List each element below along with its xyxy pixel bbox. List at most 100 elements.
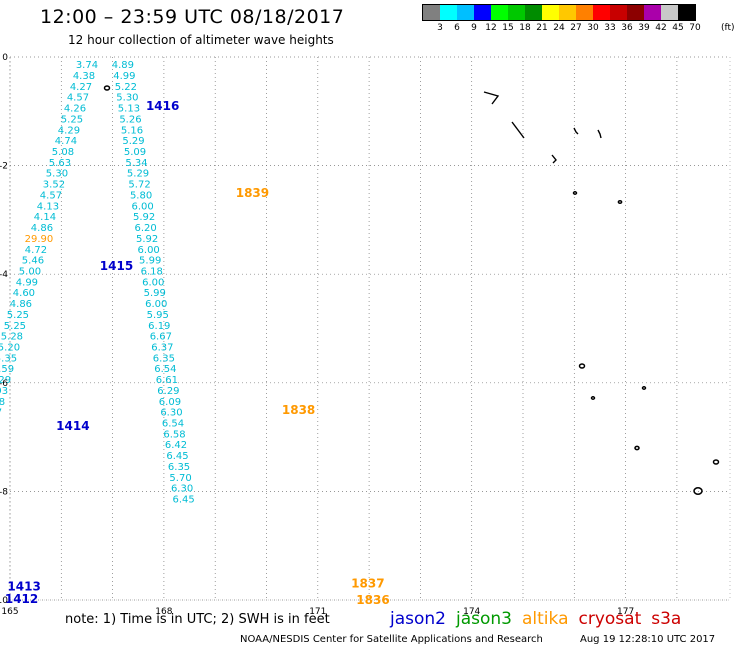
- swh-value: 5.29: [122, 136, 144, 147]
- legend-swatch: [440, 5, 457, 20]
- swh-value: 4.99: [113, 71, 135, 82]
- color-scale-labels: 3 6 9 12 15 18 21 24 27 30 33 36 39 42 45 70: [422, 23, 740, 35]
- swh-value: 5.25: [4, 321, 26, 332]
- swh-value: 5.20: [0, 343, 20, 354]
- swh-value: 6.42: [165, 440, 187, 451]
- legend-label: 42: [655, 23, 667, 33]
- pass-label: 1414: [56, 419, 89, 433]
- island-outline: [693, 487, 703, 495]
- swh-value: 5.26: [119, 114, 141, 125]
- swh-value: 4.60: [13, 288, 35, 299]
- swh-value: 3.74: [76, 60, 98, 71]
- island-outline: [597, 129, 602, 139]
- swh-value: 5.13: [118, 104, 140, 115]
- legend-swatch: [423, 5, 440, 20]
- swh-value: 4.93: [0, 386, 8, 397]
- chart-title: 12:00 – 23:59 UTC 08/18/2017: [40, 6, 345, 28]
- swh-value: 6.20: [135, 223, 157, 234]
- island-outline: [103, 85, 111, 91]
- latitude-label: -4: [0, 270, 8, 280]
- island-outline: [641, 386, 647, 390]
- legend-swatch: [627, 5, 644, 20]
- swh-value: 5.25: [7, 310, 29, 321]
- swh-value: 5.46: [22, 256, 44, 267]
- generated-timestamp: Aug 19 12:28:10 UTC 2017: [580, 634, 716, 645]
- latitude-label: -2: [0, 162, 8, 172]
- island-outline: [634, 445, 640, 451]
- pass-label: 1415: [100, 259, 133, 273]
- legend-label: 18: [519, 23, 531, 33]
- swh-value: 5.92: [133, 212, 155, 223]
- swh-value: 5.80: [130, 190, 152, 201]
- swh-value: 4.38: [73, 71, 95, 82]
- satellite-legend-jason2: jason2: [390, 609, 446, 629]
- legend-swatch: [457, 5, 474, 20]
- legend-label: 12: [485, 23, 497, 33]
- pass-label: 1416: [146, 99, 179, 113]
- satellite-legend-cryosat: cryosat: [578, 609, 642, 629]
- swh-value: 6.35: [168, 462, 190, 473]
- footnote: note: 1) Time is in UTC; 2) SWH is in fe…: [65, 612, 330, 627]
- longitude-label: 165: [1, 607, 18, 617]
- swh-value: 4.86: [10, 299, 32, 310]
- credit-line: NOAA/NESDIS Center for Satellite Applica…: [240, 634, 543, 645]
- legend-swatch: [661, 5, 678, 20]
- latitude-label: 0: [2, 53, 8, 63]
- pass-label: 1837: [351, 577, 384, 591]
- island-outline: [551, 154, 557, 164]
- pass-label: 1839: [236, 186, 269, 200]
- swh-value: 6.61: [156, 375, 178, 386]
- swh-value: 5.99: [144, 288, 166, 299]
- island-outline: [483, 91, 500, 105]
- swh-value: 4.57: [67, 93, 89, 104]
- legend-swatch: [610, 5, 627, 20]
- swh-value: 4.27: [70, 82, 92, 93]
- legend-swatch: [576, 5, 593, 20]
- swh-value: 29.90: [25, 234, 54, 245]
- swh-value: 6.58: [163, 429, 185, 440]
- swh-value: 5.35: [0, 353, 17, 364]
- longitude-label: 174: [463, 607, 480, 617]
- satellite-legend-altika: altika: [522, 609, 569, 629]
- longitude-label: 168: [155, 607, 172, 617]
- swh-value: 4.99: [16, 277, 38, 288]
- longitude-label: 171: [309, 607, 326, 617]
- legend-label: 24: [553, 23, 565, 33]
- legend-swatch: [678, 5, 695, 20]
- swh-value: 5.92: [136, 234, 158, 245]
- swh-value: 5.25: [61, 114, 83, 125]
- swh-value: 5.95: [147, 310, 169, 321]
- swh-value: 5.29: [127, 169, 149, 180]
- swh-value: 6.35: [153, 353, 175, 364]
- wave-height-legend: 3 6 9 12 15 18 21 24 27 30 33 36 39 42 45 70 (ft): [422, 4, 735, 33]
- swh-value: 4.26: [64, 104, 86, 115]
- legend-label: 30: [587, 23, 599, 33]
- swh-value: 6.67: [150, 332, 172, 343]
- swh-value: 6.18: [141, 266, 163, 277]
- swh-value: 6.54: [154, 364, 176, 375]
- satellite-legend-s3a: s3a: [651, 609, 682, 629]
- legend-swatch: [559, 5, 576, 20]
- legend-unit: (ft): [721, 23, 735, 33]
- swh-value: 6.45: [166, 451, 188, 462]
- swh-value: 4.13: [37, 201, 59, 212]
- swh-value: 4.57: [40, 190, 62, 201]
- island-outline: [617, 199, 623, 205]
- legend-label: 39: [638, 23, 650, 33]
- axis-labels: 165 168 171 174 177 0 -2 -4 -6 -8 -10: [0, 53, 634, 617]
- legend-label: 6: [454, 23, 460, 33]
- swh-value: 4.14: [34, 212, 56, 223]
- color-scale-bar: [422, 4, 696, 21]
- legend-label: 33: [604, 23, 616, 33]
- legend-swatch: [491, 5, 508, 20]
- swh-value: 6.00: [138, 245, 160, 256]
- satellite-legend: jason2 jason3 altika cryosat s3a: [390, 609, 691, 629]
- swh-value: 5.38: [0, 397, 5, 408]
- swh-value: 5.30: [116, 93, 138, 104]
- legend-swatch: [644, 5, 661, 20]
- satellite-legend-jason3: jason3: [456, 609, 512, 629]
- swh-value: 6.00: [142, 277, 164, 288]
- swh-value: 5.63: [49, 158, 71, 169]
